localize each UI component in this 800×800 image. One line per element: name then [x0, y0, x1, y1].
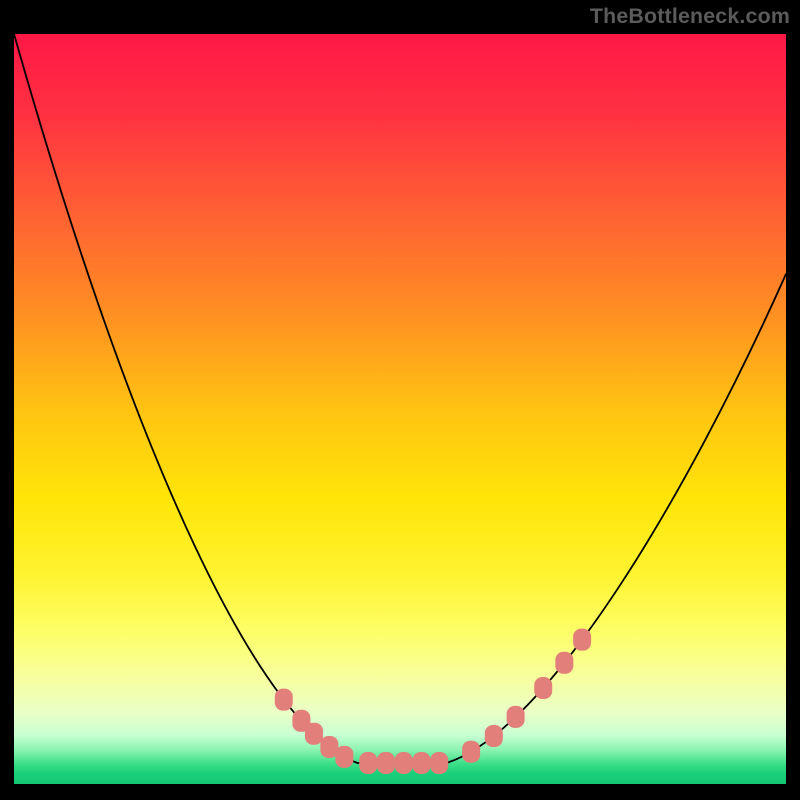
gradient-background — [14, 34, 786, 784]
bottleneck-chart — [0, 0, 800, 800]
curve-marker — [395, 752, 413, 774]
curve-marker — [359, 752, 377, 774]
curve-marker — [462, 741, 480, 763]
curve-marker — [430, 752, 448, 774]
curve-marker — [534, 677, 552, 699]
curve-marker — [335, 746, 353, 768]
curve-marker — [485, 725, 503, 747]
curve-marker — [573, 629, 591, 651]
watermark-text: TheBottleneck.com — [590, 4, 790, 29]
curve-marker — [377, 752, 395, 774]
curve-marker — [412, 752, 430, 774]
curve-marker — [275, 689, 293, 711]
curve-marker — [305, 723, 323, 745]
curve-marker — [555, 652, 573, 674]
curve-marker — [507, 706, 525, 728]
